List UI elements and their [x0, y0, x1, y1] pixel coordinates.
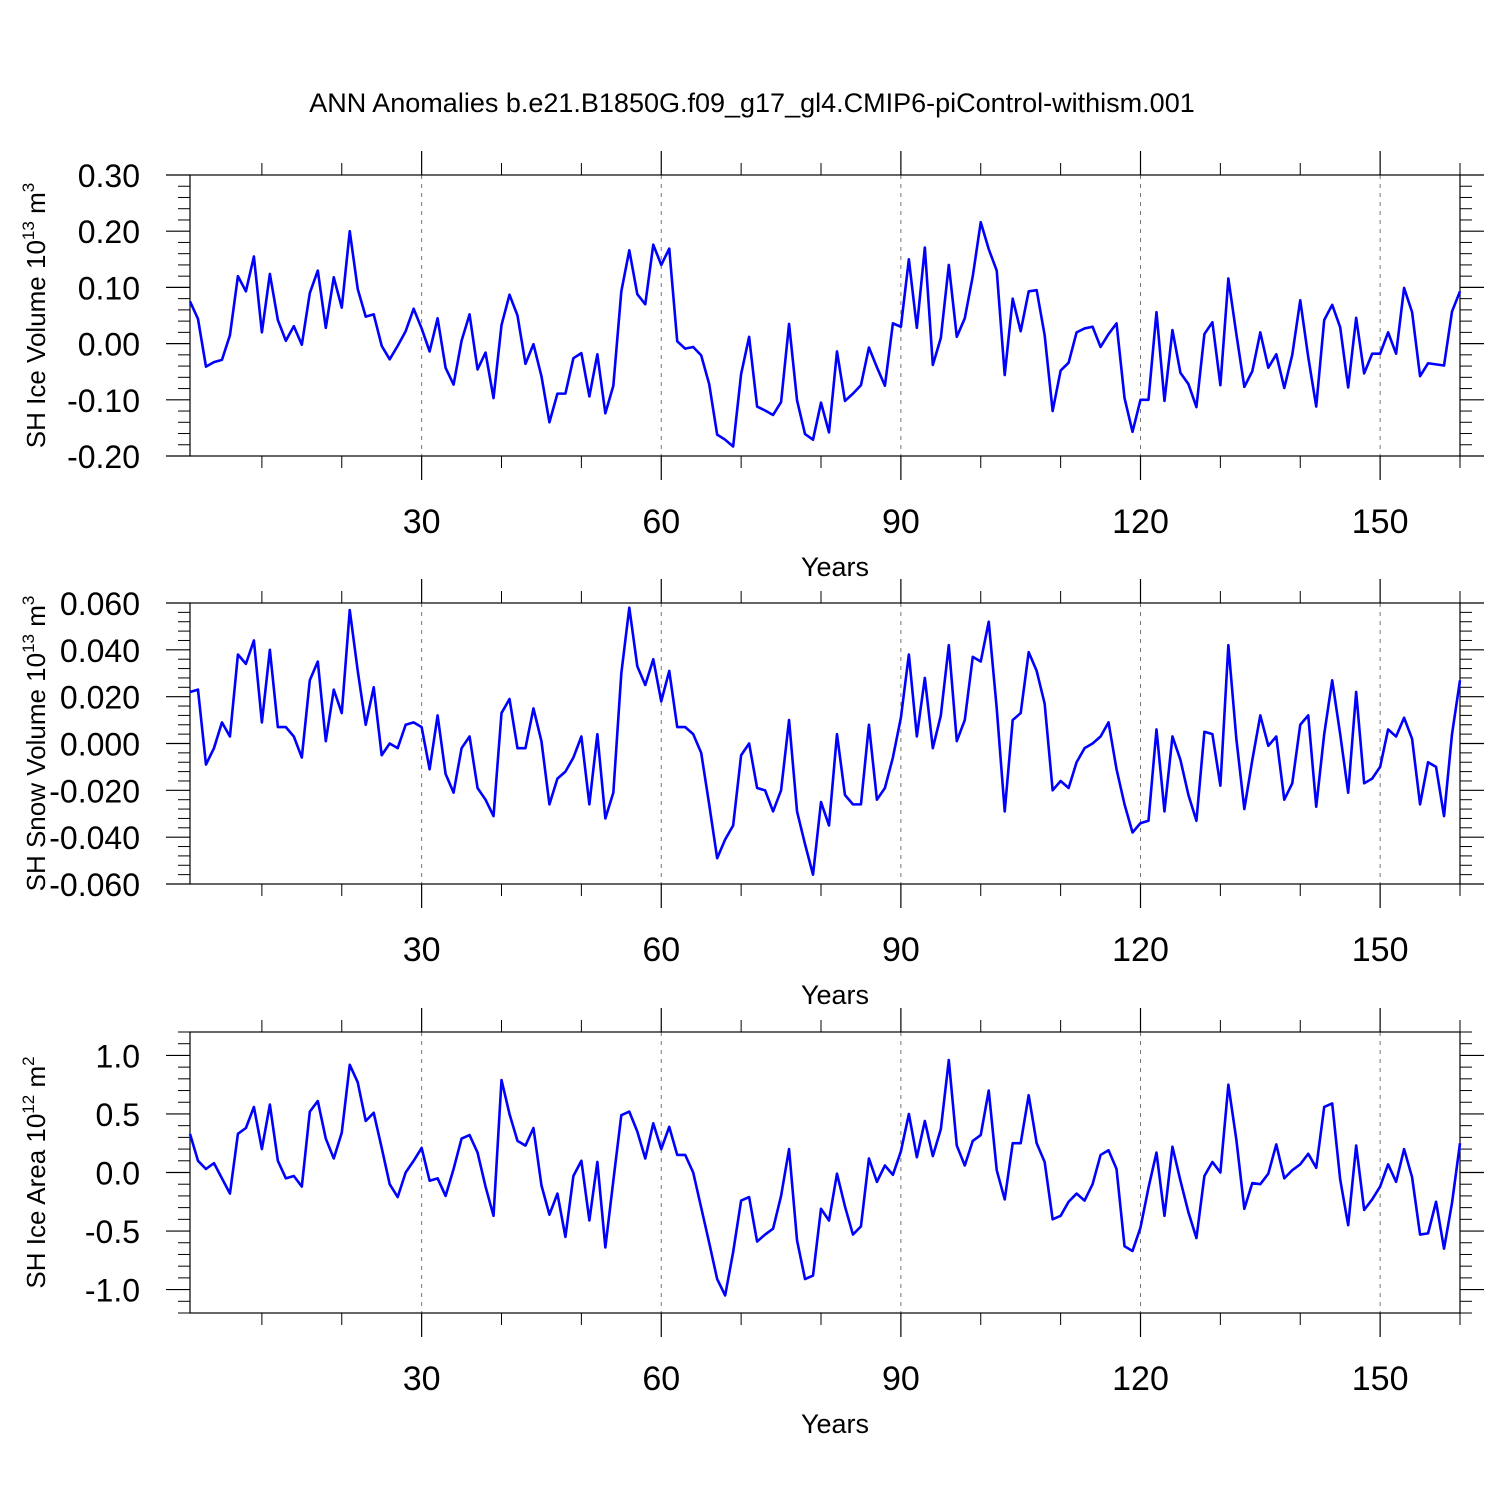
y-tick-label: -0.5	[85, 1214, 140, 1250]
y-axis-label: SH Snow Volume 1013 m3	[19, 596, 51, 892]
data-series-line	[189, 606, 1462, 876]
y-tick-label: 0.10	[78, 270, 140, 306]
x-axis-label: Years	[801, 1409, 869, 1439]
x-tick-label: 90	[882, 931, 920, 969]
y-tick-label: -0.060	[49, 867, 140, 903]
y-axis-label: SH Ice Area 1012 m2	[19, 1056, 51, 1288]
y-axis-label-part: SH Snow Volume 10	[21, 653, 51, 891]
y-tick-label: 0.00	[78, 327, 140, 363]
x-tick-label: 60	[642, 931, 680, 969]
chart-title: ANN Anomalies b.e21.B1850G.f09_g17_gl4.C…	[309, 88, 1194, 118]
y-tick-label: 0.000	[60, 727, 140, 763]
x-tick-label: 120	[1112, 503, 1169, 541]
x-tick-label: 120	[1112, 1360, 1169, 1398]
y-axis-label-part: 13	[19, 634, 38, 653]
y-tick-label: 0.020	[60, 680, 140, 716]
x-tick-label: 150	[1352, 1360, 1409, 1398]
y-axis-label-part: SH Ice Volume 10	[21, 240, 51, 448]
y-tick-label: 0.0	[96, 1156, 140, 1192]
x-tick-label: 60	[642, 503, 680, 541]
y-tick-label: -0.020	[49, 773, 140, 809]
y-axis-label-part: 3	[19, 596, 38, 605]
x-tick-label: 120	[1112, 931, 1169, 969]
x-axis-label: Years	[801, 980, 869, 1010]
y-axis-label-part: 13	[19, 221, 38, 240]
y-axis-label-part: 2	[19, 1056, 38, 1065]
y-axis-label-part: 12	[19, 1095, 38, 1114]
y-axis-label-part: 3	[19, 183, 38, 192]
y-axis-label-part: m	[21, 1066, 51, 1095]
chart-panel-1: 30 60 90 120 150 Years -0.20 -0.10 0.00 0.10 0.20 0…	[19, 151, 1484, 582]
y-tick-label: -0.040	[49, 820, 140, 856]
data-series-line	[188, 220, 1462, 448]
x-tick-label: 150	[1352, 503, 1409, 541]
y-tick-label: -0.20	[67, 439, 140, 475]
y-axis-label-part: m	[21, 192, 51, 221]
y-axis-label-part: m	[21, 605, 51, 634]
y-tick-label: 0.060	[60, 586, 140, 622]
y-tick-label: -0.10	[67, 383, 140, 419]
y-tick-label: 0.20	[78, 214, 140, 250]
x-tick-label: 30	[403, 1360, 441, 1398]
chart-panel-3: 30 60 90 120 150 Years -1.0 -0.5 0.0 0.5 1.0 SH Ice…	[19, 1008, 1484, 1439]
y-tick-label: 0.040	[60, 633, 140, 669]
x-tick-label: 60	[642, 1360, 680, 1398]
y-tick-label: 0.5	[96, 1097, 140, 1133]
data-series-line	[188, 1058, 1462, 1297]
y-tick-label: -1.0	[85, 1273, 140, 1309]
chart-panel-2: 30 60 90 120 150 Years -0.060 -0.040 -0.020 0.000…	[19, 579, 1484, 1010]
x-tick-label: 90	[882, 503, 920, 541]
y-tick-label: 0.30	[78, 158, 140, 194]
x-tick-label: 30	[403, 503, 441, 541]
plot-frame	[189, 174, 1461, 457]
x-tick-label: 150	[1352, 931, 1409, 969]
x-axis-label: Years	[801, 552, 869, 582]
x-tick-label: 90	[882, 1360, 920, 1398]
y-axis-label: SH Ice Volume 1013 m3	[19, 183, 51, 448]
x-tick-label: 30	[403, 931, 441, 969]
y-tick-label: 1.0	[96, 1038, 140, 1074]
y-axis-label-part: SH Ice Area 10	[21, 1114, 51, 1289]
